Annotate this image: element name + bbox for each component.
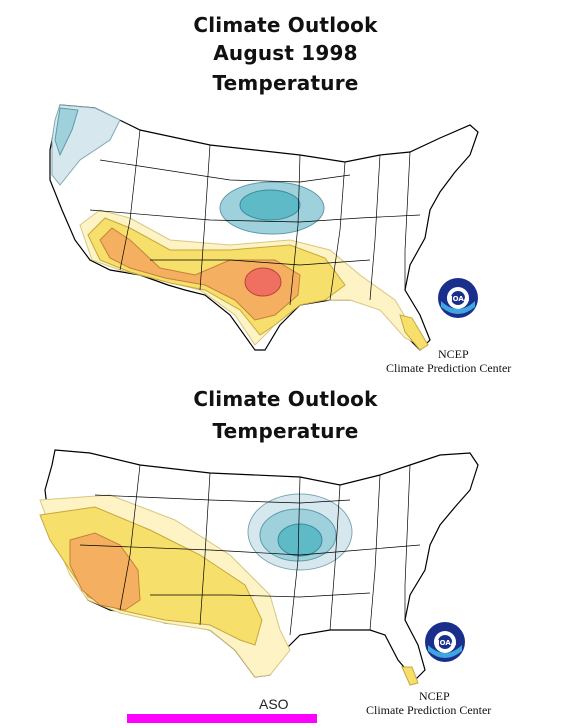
- bottom-state-lines: [79, 464, 421, 636]
- top-below-normal-nw-inner: [54, 107, 79, 157]
- top-title-line-1: Climate Outlook: [193, 13, 378, 37]
- top-noaa-logo-text: NOAA: [447, 295, 470, 303]
- bottom-above-normal-florida: [401, 666, 419, 686]
- bottom-credit-cpc: Climate Prediction Center: [366, 703, 492, 717]
- top-above-normal-florida: [399, 314, 429, 351]
- top-outlook-map: [49, 104, 479, 351]
- top-below-normal-central-inner: [239, 189, 301, 221]
- top-above-normal-texas-max: [244, 267, 282, 297]
- bottom-outlook-map: [39, 449, 479, 686]
- bottom-noaa-logo-text: NOAA: [434, 639, 457, 647]
- top-title-line-2: August 1998: [213, 41, 358, 65]
- top-above-normal-south-strong: [99, 227, 301, 321]
- bottom-credit-ncep: NCEP: [419, 689, 450, 703]
- bottom-below-normal-lakes-inner: [277, 523, 323, 557]
- accent-bar: [127, 714, 317, 723]
- top-credit-cpc: Climate Prediction Center: [386, 361, 512, 375]
- top-state-lines: [89, 129, 421, 306]
- season-label: ASO: [259, 696, 289, 712]
- top-credit-ncep: NCEP: [438, 347, 469, 361]
- bottom-above-normal-sw-strong: [69, 532, 141, 611]
- top-title-line-3: Temperature: [212, 71, 359, 95]
- bottom-title-line-2: Temperature: [212, 419, 359, 443]
- bottom-noaa-logo-icon: NOAA: [425, 622, 465, 662]
- bottom-title-line-1: Climate Outlook: [193, 387, 378, 411]
- top-noaa-logo-icon: NOAA: [438, 278, 478, 318]
